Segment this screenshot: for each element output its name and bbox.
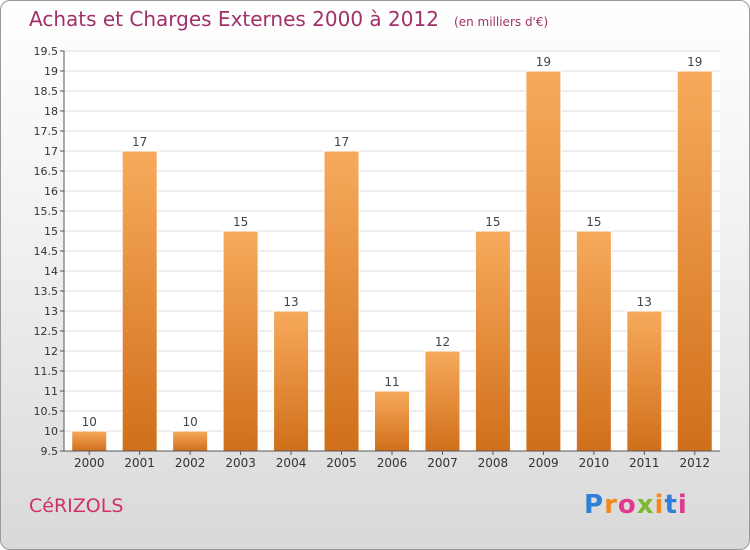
logo-letter: i xyxy=(677,490,688,520)
y-tick-label: 13.5 xyxy=(34,285,59,298)
y-tick-label: 11.5 xyxy=(34,365,59,378)
y-tick-label: 16.5 xyxy=(34,165,59,178)
y-tick-label: 13 xyxy=(44,305,58,318)
x-tick-label: 2007 xyxy=(427,456,458,470)
y-tick-label: 14.5 xyxy=(34,245,59,258)
bar xyxy=(374,390,410,452)
logo-letter: P xyxy=(584,490,605,520)
bar xyxy=(222,230,259,452)
bar-value-label: 10 xyxy=(183,415,198,429)
y-tick-label: 18 xyxy=(44,105,58,118)
y-tick-label: 18.5 xyxy=(34,85,59,98)
bar-value-label: 19 xyxy=(536,55,551,69)
y-tick-label: 12 xyxy=(44,345,58,358)
bar-value-label: 15 xyxy=(233,215,248,229)
y-tick-label: 17 xyxy=(44,145,58,158)
x-tick-label: 2005 xyxy=(326,456,357,470)
bar-value-label: 19 xyxy=(687,55,702,69)
x-tick-label: 2009 xyxy=(528,456,559,470)
bar xyxy=(424,350,461,452)
y-tick-label: 12.5 xyxy=(34,325,59,338)
chart-title: Achats et Charges Externes 2000 à 2012 xyxy=(29,7,439,31)
bars: 10 17 10 15 13 17 11 12 15 19 15 13 19 xyxy=(71,55,713,452)
x-tick-label: 2002 xyxy=(175,456,206,470)
bar xyxy=(71,430,108,452)
logo-letter: x xyxy=(636,490,655,520)
bar-value-label: 11 xyxy=(384,375,399,389)
bar-value-label: 12 xyxy=(435,335,450,349)
logo-letter: t xyxy=(664,490,678,520)
logo-letter: o xyxy=(617,490,637,520)
y-tick-label: 16 xyxy=(44,185,58,198)
y-tick-label: 19 xyxy=(44,65,58,78)
y-tick-label: 15.5 xyxy=(34,205,59,218)
bar xyxy=(525,70,562,452)
y-tick-label: 10.5 xyxy=(34,405,59,418)
bar-value-label: 13 xyxy=(283,295,298,309)
y-tick-label: 17.5 xyxy=(34,125,59,138)
proxiti-logo: Proxiti xyxy=(584,490,688,520)
bar-value-label: 13 xyxy=(637,295,652,309)
y-tick-label: 15 xyxy=(44,225,58,238)
bar-value-label: 10 xyxy=(82,415,97,429)
x-tick-label: 2004 xyxy=(276,456,307,470)
x-tick-label: 2011 xyxy=(629,456,660,470)
y-tick-label: 11 xyxy=(44,385,58,398)
x-tick-label: 2003 xyxy=(225,456,256,470)
commune-name: CéRIZOLS xyxy=(29,495,124,517)
bar xyxy=(172,430,209,452)
bar-value-label: 15 xyxy=(485,215,500,229)
x-axis: 2000 2001 2002 2003 2004 2005 2006 2007 2008 2009… xyxy=(64,450,720,470)
x-tick-label: 2012 xyxy=(679,456,710,470)
bar xyxy=(626,310,663,452)
y-tick-label: 19.5 xyxy=(34,45,59,58)
bar xyxy=(474,230,511,452)
y-tick-label: 14 xyxy=(44,265,58,278)
x-tick-label: 2000 xyxy=(74,456,105,470)
x-tick-label: 2006 xyxy=(377,456,408,470)
bar-value-label: 17 xyxy=(334,135,349,149)
chart-subtitle: (en milliers d'€) xyxy=(454,15,549,29)
bar xyxy=(575,230,612,452)
x-tick-label: 2010 xyxy=(579,456,610,470)
chart-header: Achats et Charges Externes 2000 à 2012 (… xyxy=(29,7,548,31)
y-tick-label: 9.5 xyxy=(41,445,59,458)
bar xyxy=(323,150,360,452)
bar-value-label: 15 xyxy=(586,215,601,229)
bar-value-label: 17 xyxy=(132,135,147,149)
x-tick-label: 2001 xyxy=(124,456,155,470)
bar xyxy=(273,310,310,452)
x-tick-label: 2008 xyxy=(478,456,509,470)
bar xyxy=(676,70,713,452)
logo-letter: r xyxy=(604,490,618,520)
y-axis: 9.5 10 10.5 11 11.5 12 12.5 13 13.5 14 14.5 15 15.5 1… xyxy=(34,45,65,458)
y-tick-label: 10 xyxy=(44,425,58,438)
bar xyxy=(121,150,158,452)
logo-letter: i xyxy=(654,490,665,520)
